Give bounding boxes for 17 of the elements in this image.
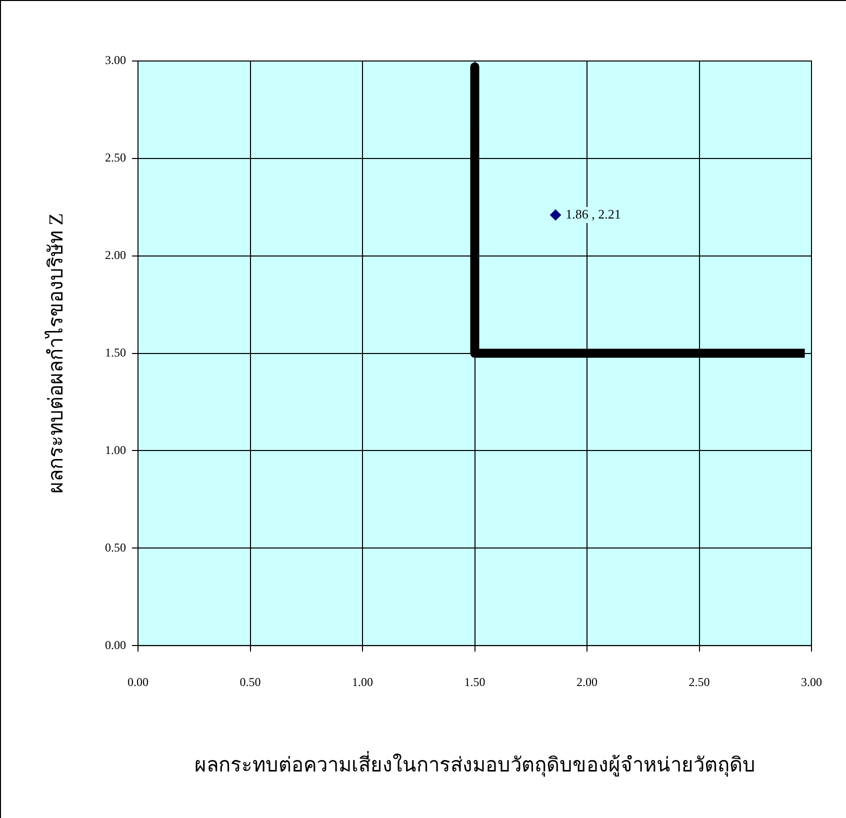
x-tick-label: 1.50 (464, 674, 486, 689)
y-tick-label: 0.50 (105, 540, 126, 554)
x-tick-label: 1.00 (352, 674, 373, 689)
x-tick-label: 2.00 (576, 674, 598, 689)
x-tick-label: 3.00 (801, 674, 822, 689)
y-tick-label: 3.00 (105, 53, 126, 68)
data-label: 1.86 , 2.21 (566, 206, 621, 222)
x-tick-label: 2.50 (688, 674, 710, 689)
x-axis-title: ผลกระทบต่อความเสี่ยงในการส่งมอบวัตถุดิบของผู้จำหน่ายวัตถุดิบ (194, 750, 756, 778)
y-tick-label: 1.50 (105, 345, 126, 360)
y-axis-title: ผลกระทบต่อผลกำไรของบริษัท Z (44, 213, 68, 494)
x-tick-label: 0.50 (240, 674, 261, 689)
x-tick-label: 0.00 (128, 674, 148, 689)
y-tick-label: 1.00 (105, 442, 126, 457)
y-tick-label: 0.00 (105, 638, 126, 652)
y-tick-label: 2.50 (105, 150, 126, 165)
y-tick-label: 2.00 (105, 248, 126, 262)
